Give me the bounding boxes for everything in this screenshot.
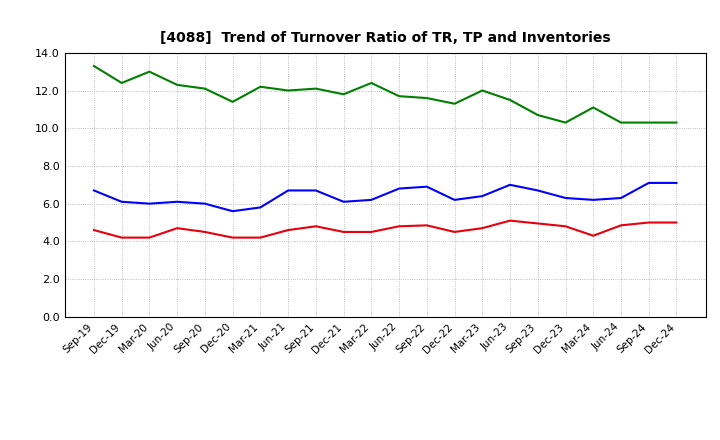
Inventories (284, 88, 292, 93)
Trade Receivables (505, 218, 514, 223)
Trade Receivables (339, 229, 348, 235)
Inventories (145, 69, 154, 74)
Trade Receivables (89, 227, 98, 233)
Inventories (367, 81, 376, 86)
Line: Inventories: Inventories (94, 66, 677, 123)
Trade Payables (423, 184, 431, 189)
Trade Receivables (616, 223, 625, 228)
Inventories (450, 101, 459, 106)
Trade Receivables (395, 224, 403, 229)
Trade Payables (201, 201, 210, 206)
Inventories (561, 120, 570, 125)
Inventories (616, 120, 625, 125)
Trade Receivables (228, 235, 237, 240)
Inventories (339, 92, 348, 97)
Trade Receivables (145, 235, 154, 240)
Trade Payables (534, 188, 542, 193)
Trade Payables (173, 199, 181, 205)
Inventories (478, 88, 487, 93)
Trade Payables (561, 195, 570, 201)
Inventories (505, 97, 514, 103)
Trade Payables (644, 180, 653, 186)
Trade Receivables (117, 235, 126, 240)
Inventories (228, 99, 237, 104)
Trade Payables (117, 199, 126, 205)
Line: Trade Receivables: Trade Receivables (94, 220, 677, 238)
Inventories (672, 120, 681, 125)
Trade Payables (312, 188, 320, 193)
Trade Payables (616, 195, 625, 201)
Inventories (589, 105, 598, 110)
Inventories (173, 82, 181, 88)
Trade Payables (339, 199, 348, 205)
Trade Payables (256, 205, 265, 210)
Inventories (644, 120, 653, 125)
Trade Receivables (312, 224, 320, 229)
Trade Receivables (672, 220, 681, 225)
Trade Payables (589, 197, 598, 202)
Inventories (89, 63, 98, 69)
Inventories (117, 81, 126, 86)
Trade Receivables (256, 235, 265, 240)
Trade Payables (89, 188, 98, 193)
Line: Trade Payables: Trade Payables (94, 183, 677, 211)
Trade Receivables (589, 233, 598, 238)
Trade Receivables (284, 227, 292, 233)
Title: [4088]  Trend of Turnover Ratio of TR, TP and Inventories: [4088] Trend of Turnover Ratio of TR, TP… (160, 31, 611, 45)
Trade Receivables (478, 226, 487, 231)
Trade Payables (145, 201, 154, 206)
Trade Receivables (367, 229, 376, 235)
Trade Receivables (644, 220, 653, 225)
Inventories (534, 112, 542, 117)
Inventories (201, 86, 210, 91)
Inventories (312, 86, 320, 91)
Inventories (423, 95, 431, 101)
Trade Payables (284, 188, 292, 193)
Trade Payables (505, 182, 514, 187)
Trade Payables (450, 197, 459, 202)
Inventories (256, 84, 265, 89)
Trade Receivables (534, 221, 542, 226)
Inventories (395, 94, 403, 99)
Trade Receivables (201, 229, 210, 235)
Trade Payables (478, 194, 487, 199)
Trade Payables (395, 186, 403, 191)
Trade Receivables (423, 223, 431, 228)
Trade Payables (228, 209, 237, 214)
Trade Receivables (173, 226, 181, 231)
Trade Receivables (450, 229, 459, 235)
Trade Payables (672, 180, 681, 186)
Trade Receivables (561, 224, 570, 229)
Trade Payables (367, 197, 376, 202)
